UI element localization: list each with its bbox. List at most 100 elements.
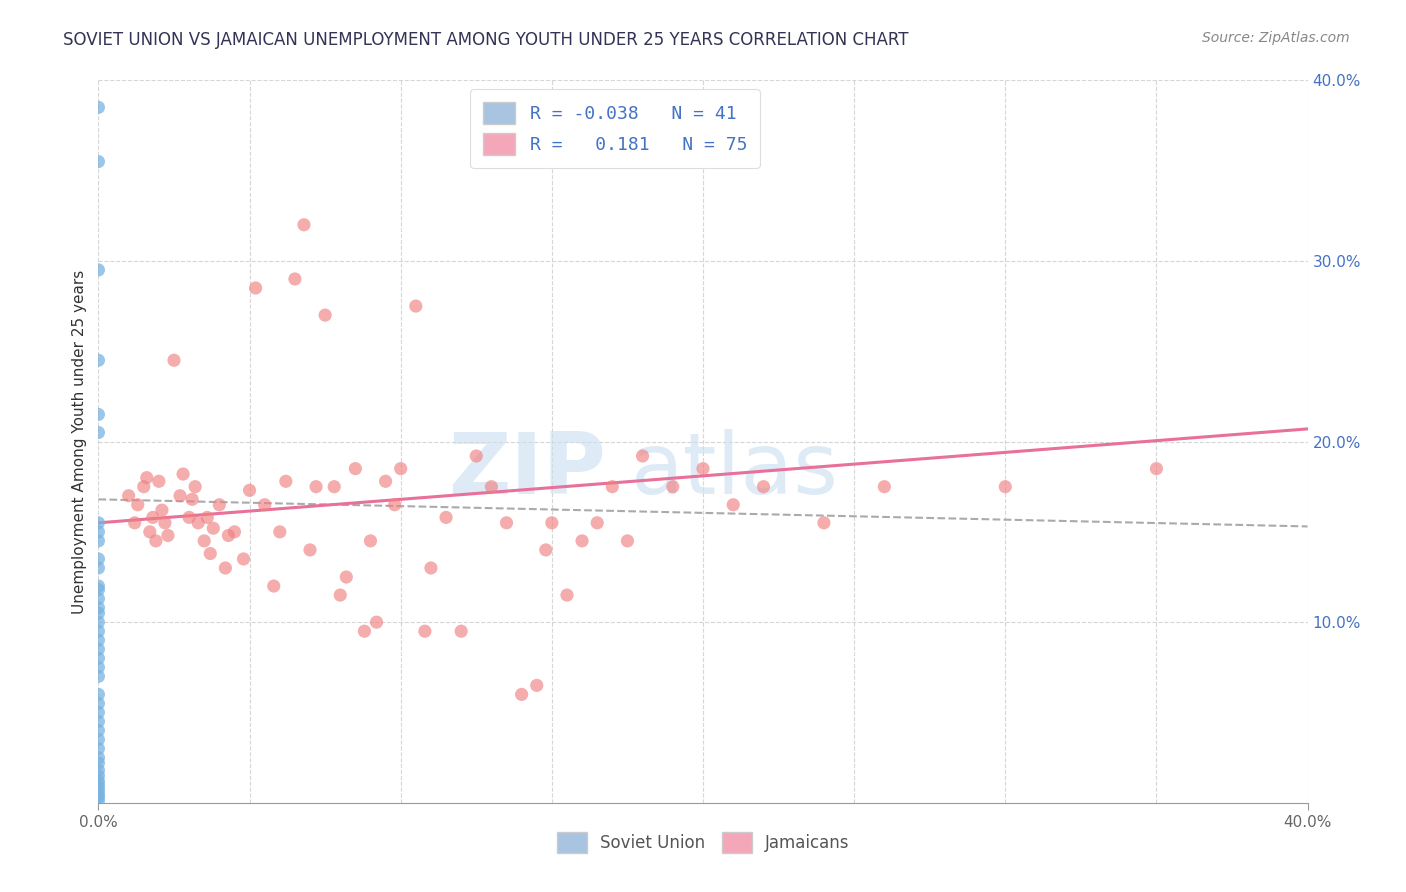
Point	[87, 789, 110, 803]
Point	[87, 582, 110, 597]
Point	[571, 533, 593, 548]
Point	[269, 524, 291, 539]
Point	[413, 624, 436, 639]
Point	[187, 516, 209, 530]
Y-axis label: Unemployment Among Youth under 25 years: Unemployment Among Youth under 25 years	[72, 269, 87, 614]
Text: ZIP: ZIP	[449, 429, 606, 512]
Point	[208, 498, 231, 512]
Point	[139, 524, 162, 539]
Point	[163, 353, 186, 368]
Point	[344, 461, 367, 475]
Point	[253, 498, 276, 512]
Point	[172, 467, 194, 481]
Point	[87, 660, 110, 674]
Point	[87, 706, 110, 720]
Point	[232, 552, 254, 566]
Point	[87, 579, 110, 593]
Point	[87, 591, 110, 606]
Point	[181, 492, 204, 507]
Point	[193, 533, 215, 548]
Point	[200, 547, 222, 561]
Point	[534, 542, 557, 557]
Point	[87, 353, 110, 368]
Text: atlas: atlas	[630, 429, 838, 512]
Point	[239, 483, 262, 498]
Point	[87, 781, 110, 796]
Point	[87, 633, 110, 648]
Point	[87, 408, 110, 422]
Point	[873, 480, 896, 494]
Point	[87, 750, 110, 764]
Point	[87, 425, 110, 440]
Point	[752, 480, 775, 494]
Point	[692, 461, 714, 475]
Point	[87, 790, 110, 805]
Point	[87, 741, 110, 756]
Point	[353, 624, 375, 639]
Point	[813, 516, 835, 530]
Point	[87, 524, 110, 539]
Point	[87, 263, 110, 277]
Point	[245, 281, 267, 295]
Point	[135, 471, 157, 485]
Point	[360, 533, 382, 548]
Text: SOVIET UNION VS JAMAICAN UNEMPLOYMENT AMONG YOUTH UNDER 25 YEARS CORRELATION CHA: SOVIET UNION VS JAMAICAN UNEMPLOYMENT AM…	[63, 31, 908, 49]
Point	[153, 516, 176, 530]
Point	[169, 489, 191, 503]
Point	[329, 588, 352, 602]
Point	[284, 272, 307, 286]
Point	[118, 489, 141, 503]
Point	[366, 615, 388, 630]
Point	[405, 299, 427, 313]
Point	[87, 642, 110, 657]
Point	[465, 449, 488, 463]
Point	[87, 651, 110, 665]
Point	[127, 498, 149, 512]
Point	[142, 510, 165, 524]
Point	[87, 624, 110, 639]
Point	[292, 218, 315, 232]
Point	[87, 714, 110, 729]
Point	[87, 687, 110, 701]
Point	[994, 480, 1017, 494]
Point	[87, 723, 110, 738]
Point	[616, 533, 638, 548]
Point	[217, 528, 239, 542]
Point	[631, 449, 654, 463]
Legend: Soviet Union, Jamaicans: Soviet Union, Jamaicans	[550, 826, 856, 860]
Point	[314, 308, 336, 322]
Point	[179, 510, 201, 524]
Point	[87, 600, 110, 615]
Point	[124, 516, 146, 530]
Point	[495, 516, 517, 530]
Point	[87, 785, 110, 799]
Point	[540, 516, 562, 530]
Point	[87, 154, 110, 169]
Point	[434, 510, 457, 524]
Point	[87, 697, 110, 711]
Point	[723, 498, 745, 512]
Point	[87, 615, 110, 630]
Point	[274, 475, 297, 489]
Point	[1144, 461, 1167, 475]
Point	[299, 542, 322, 557]
Point	[389, 461, 412, 475]
Point	[305, 480, 328, 494]
Point	[224, 524, 246, 539]
Point	[87, 732, 110, 747]
Point	[195, 510, 218, 524]
Point	[661, 480, 683, 494]
Point	[87, 778, 110, 792]
Point	[184, 480, 207, 494]
Point	[420, 561, 443, 575]
Point	[602, 480, 624, 494]
Point	[481, 480, 503, 494]
Point	[323, 480, 346, 494]
Point	[148, 475, 170, 489]
Point	[87, 561, 110, 575]
Point	[510, 687, 533, 701]
Point	[87, 794, 110, 808]
Point	[202, 521, 225, 535]
Point	[586, 516, 609, 530]
Text: Source: ZipAtlas.com: Source: ZipAtlas.com	[1202, 31, 1350, 45]
